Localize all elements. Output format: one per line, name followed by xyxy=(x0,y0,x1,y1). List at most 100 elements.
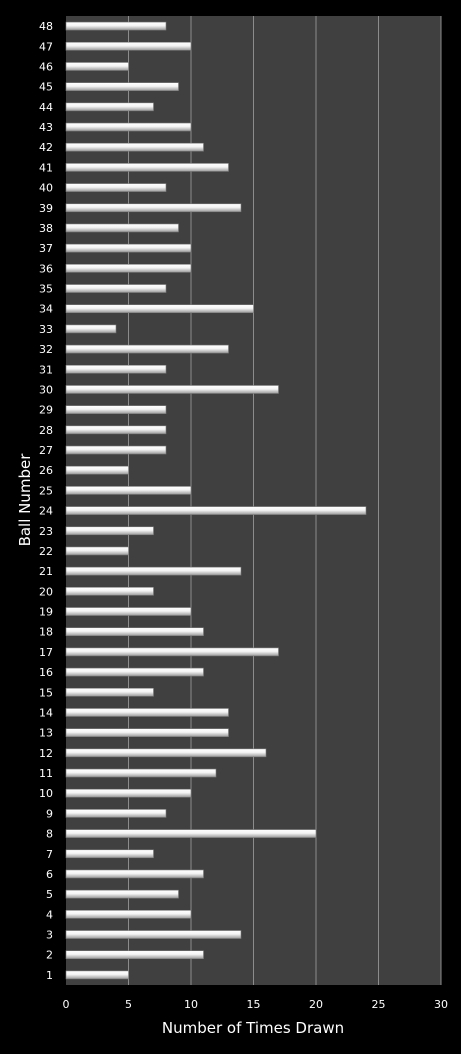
y-tick-label-14: 14 xyxy=(39,706,53,719)
bar-ball-47 xyxy=(65,41,192,51)
y-tick-label-30: 30 xyxy=(39,383,53,396)
y-tick-label-21: 21 xyxy=(39,565,53,578)
y-tick-label-46: 46 xyxy=(39,60,53,73)
bar-ball-14 xyxy=(65,708,229,717)
bar-ball-8 xyxy=(65,829,317,838)
bar-ball-46 xyxy=(65,62,129,71)
bar-ball-6 xyxy=(65,869,204,879)
y-tick-label-12: 12 xyxy=(39,747,53,760)
bar-ball-48 xyxy=(65,21,167,31)
y-tick-label-39: 39 xyxy=(39,202,53,215)
y-tick-label-44: 44 xyxy=(39,101,53,114)
y-tick-label-15: 15 xyxy=(39,686,53,699)
y-tick-label-6: 6 xyxy=(46,868,53,881)
y-tick-label-25: 25 xyxy=(39,484,53,497)
bar-ball-25 xyxy=(65,486,192,495)
bar-ball-32 xyxy=(65,344,229,354)
bar-ball-45 xyxy=(65,82,179,91)
bars xyxy=(65,21,367,980)
x-axis-label: Number of Times Drawn xyxy=(162,1019,344,1037)
y-tick-label-42: 42 xyxy=(39,141,53,154)
y-tick-label-40: 40 xyxy=(39,182,53,195)
y-tick-label-27: 27 xyxy=(39,444,53,457)
y-tick-label-48: 48 xyxy=(39,20,53,33)
bar-ball-38 xyxy=(65,223,179,233)
bar-ball-5 xyxy=(65,889,179,899)
y-tick-label-24: 24 xyxy=(39,505,53,518)
y-tick-label-43: 43 xyxy=(39,121,53,134)
y-tick-labels: 1234567891011121314151617181920212223242… xyxy=(39,20,53,982)
y-tick-label-35: 35 xyxy=(39,283,53,296)
bar-ball-1 xyxy=(65,970,129,980)
y-tick-label-23: 23 xyxy=(39,525,53,538)
y-tick-label-5: 5 xyxy=(46,888,53,901)
y-tick-label-18: 18 xyxy=(39,626,53,639)
bar-ball-19 xyxy=(65,607,192,616)
y-tick-label-45: 45 xyxy=(39,81,53,94)
bar-ball-35 xyxy=(65,284,167,293)
bar-ball-44 xyxy=(65,102,154,112)
bar-ball-4 xyxy=(65,910,192,919)
y-tick-label-4: 4 xyxy=(46,908,53,921)
bar-ball-15 xyxy=(65,687,154,697)
bar-ball-9 xyxy=(65,809,167,818)
bar-ball-22 xyxy=(65,546,129,556)
bar-ball-23 xyxy=(65,526,154,536)
x-tick-label-20: 20 xyxy=(309,998,323,1011)
y-tick-label-22: 22 xyxy=(39,545,53,558)
bar-ball-18 xyxy=(65,627,204,637)
bar-ball-16 xyxy=(65,667,204,677)
y-tick-label-1: 1 xyxy=(46,969,53,982)
bar-ball-21 xyxy=(65,566,242,576)
bar-ball-31 xyxy=(65,364,167,374)
y-tick-label-29: 29 xyxy=(39,404,53,417)
bar-ball-40 xyxy=(65,183,167,192)
bar-ball-29 xyxy=(65,405,167,414)
y-tick-label-34: 34 xyxy=(39,303,53,316)
bar-ball-20 xyxy=(65,587,154,596)
bar-ball-41 xyxy=(65,163,229,172)
y-tick-label-20: 20 xyxy=(39,585,53,598)
x-tick-label-25: 25 xyxy=(372,998,386,1011)
bar-ball-24 xyxy=(65,506,367,515)
y-tick-label-28: 28 xyxy=(39,424,53,437)
y-tick-label-17: 17 xyxy=(39,646,53,659)
bar-ball-2 xyxy=(65,950,204,960)
x-tick-labels: 0 5 10 15 20 25 30 xyxy=(63,998,449,1011)
bar-ball-33 xyxy=(65,324,117,334)
x-tick-label-5: 5 xyxy=(125,998,132,1011)
gridlines xyxy=(128,16,442,985)
y-tick-label-2: 2 xyxy=(46,949,53,962)
y-tick-label-10: 10 xyxy=(39,787,53,800)
bar-ball-28 xyxy=(65,425,167,435)
y-tick-label-7: 7 xyxy=(46,848,53,861)
y-tick-label-36: 36 xyxy=(39,262,53,275)
bar-ball-37 xyxy=(65,243,192,253)
x-tick-label-15: 15 xyxy=(247,998,261,1011)
bar-ball-26 xyxy=(65,465,129,475)
y-tick-label-33: 33 xyxy=(39,323,53,336)
bar-ball-36 xyxy=(65,264,192,273)
y-axis-label: Ball Number xyxy=(16,453,34,547)
bar-ball-13 xyxy=(65,728,229,737)
y-tick-label-3: 3 xyxy=(46,929,53,942)
bar-ball-12 xyxy=(65,748,267,758)
y-tick-label-38: 38 xyxy=(39,222,53,235)
bar-ball-3 xyxy=(65,930,242,939)
bar-ball-42 xyxy=(65,142,204,152)
bar-ball-34 xyxy=(65,304,254,314)
x-tick-label-10: 10 xyxy=(184,998,198,1011)
x-tick-label-0: 0 xyxy=(63,998,70,1011)
y-tick-label-16: 16 xyxy=(39,666,53,679)
y-tick-label-26: 26 xyxy=(39,464,53,477)
y-tick-label-8: 8 xyxy=(46,828,53,841)
bar-ball-30 xyxy=(65,385,279,394)
y-tick-label-47: 47 xyxy=(39,40,53,53)
y-tick-label-41: 41 xyxy=(39,161,53,174)
bar-ball-43 xyxy=(65,122,192,132)
bar-ball-39 xyxy=(65,203,242,213)
y-tick-label-11: 11 xyxy=(39,767,53,780)
y-tick-label-37: 37 xyxy=(39,242,53,255)
